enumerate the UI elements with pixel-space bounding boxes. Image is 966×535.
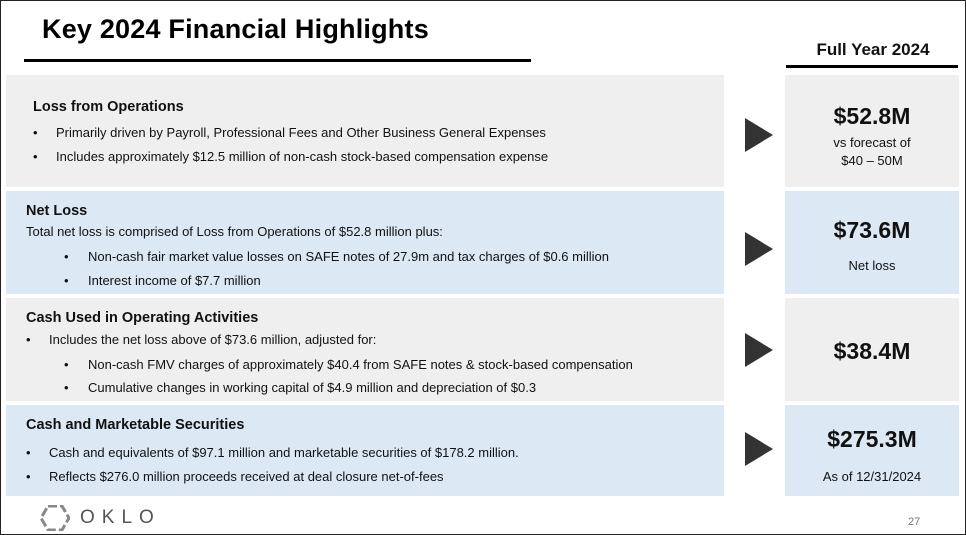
arrow-right-icon — [745, 432, 773, 466]
bullet: • — [33, 125, 38, 140]
arrow-right-icon — [745, 232, 773, 266]
bullet: • — [64, 357, 69, 372]
bullet-text: Cash and equivalents of $97.1 million an… — [49, 445, 519, 460]
value-amount: $275.3M — [785, 426, 959, 453]
value-amount: $73.6M — [785, 217, 959, 244]
bullet: • — [26, 469, 31, 484]
oklo-logo-mark-icon — [40, 505, 70, 531]
oklo-logo: OKLO — [40, 505, 161, 531]
value-amount: $38.4M — [785, 338, 959, 365]
value-note: vs forecast of — [785, 134, 959, 152]
bullet: • — [64, 380, 69, 395]
value-box-loss-from-operations: $52.8M vs forecast of $40 – 50M — [785, 75, 959, 187]
value-note: As of 12/31/2024 — [785, 468, 959, 486]
value-box-cash-and-securities: $275.3M As of 12/31/2024 — [785, 405, 959, 496]
bullet: • — [33, 149, 38, 164]
logo-text: OKLO — [80, 507, 161, 529]
value-box-net-loss: $73.6M Net loss — [785, 191, 959, 294]
section-heading: Loss from Operations — [33, 99, 184, 115]
title-underline — [24, 59, 531, 62]
arrow-right-icon — [745, 333, 773, 367]
value-note: $40 – 50M — [785, 152, 959, 170]
bullet-text: Primarily driven by Payroll, Professiona… — [56, 125, 546, 140]
section-cash-used-in-operating-activities: Cash Used in Operating Activities • Incl… — [6, 298, 724, 401]
bullet-text: Reflects $276.0 million proceeds receive… — [49, 469, 444, 484]
page-number: 27 — [908, 516, 920, 528]
section-heading: Cash Used in Operating Activities — [26, 310, 258, 326]
bullet: • — [64, 273, 69, 288]
column-header: Full Year 2024 — [788, 40, 958, 60]
value-box-cash-used: $38.4M — [785, 298, 959, 401]
bullet: • — [64, 249, 69, 264]
bullet-text: Interest income of $7.7 million — [88, 273, 261, 288]
value-amount: $52.8M — [785, 103, 959, 130]
section-net-loss: Net Loss Total net loss is comprised of … — [6, 191, 724, 294]
section-cash-and-marketable-securities: Cash and Marketable Securities • Cash an… — [6, 405, 724, 496]
section-heading: Cash and Marketable Securities — [26, 417, 244, 433]
bullet-text: Includes the net loss above of $73.6 mil… — [49, 332, 376, 347]
sub-bullet-text: Non-cash FMV charges of approximately $4… — [88, 357, 633, 372]
bullet-text: Includes approximately $12.5 million of … — [56, 149, 548, 164]
value-note: Net loss — [785, 257, 959, 275]
bullet-text: Non-cash fair market value losses on SAF… — [88, 249, 609, 264]
column-header-underline — [786, 65, 958, 68]
slide-title: Key 2024 Financial Highlights — [42, 14, 429, 45]
arrow-right-icon — [745, 118, 773, 152]
section-loss-from-operations: Loss from Operations • Primarily driven … — [6, 75, 724, 187]
bullet: • — [26, 332, 31, 347]
section-intro: Total net loss is comprised of Loss from… — [26, 224, 443, 239]
sub-bullet-text: Cumulative changes in working capital of… — [88, 380, 536, 395]
bullet: • — [26, 445, 31, 460]
section-heading: Net Loss — [26, 203, 87, 219]
